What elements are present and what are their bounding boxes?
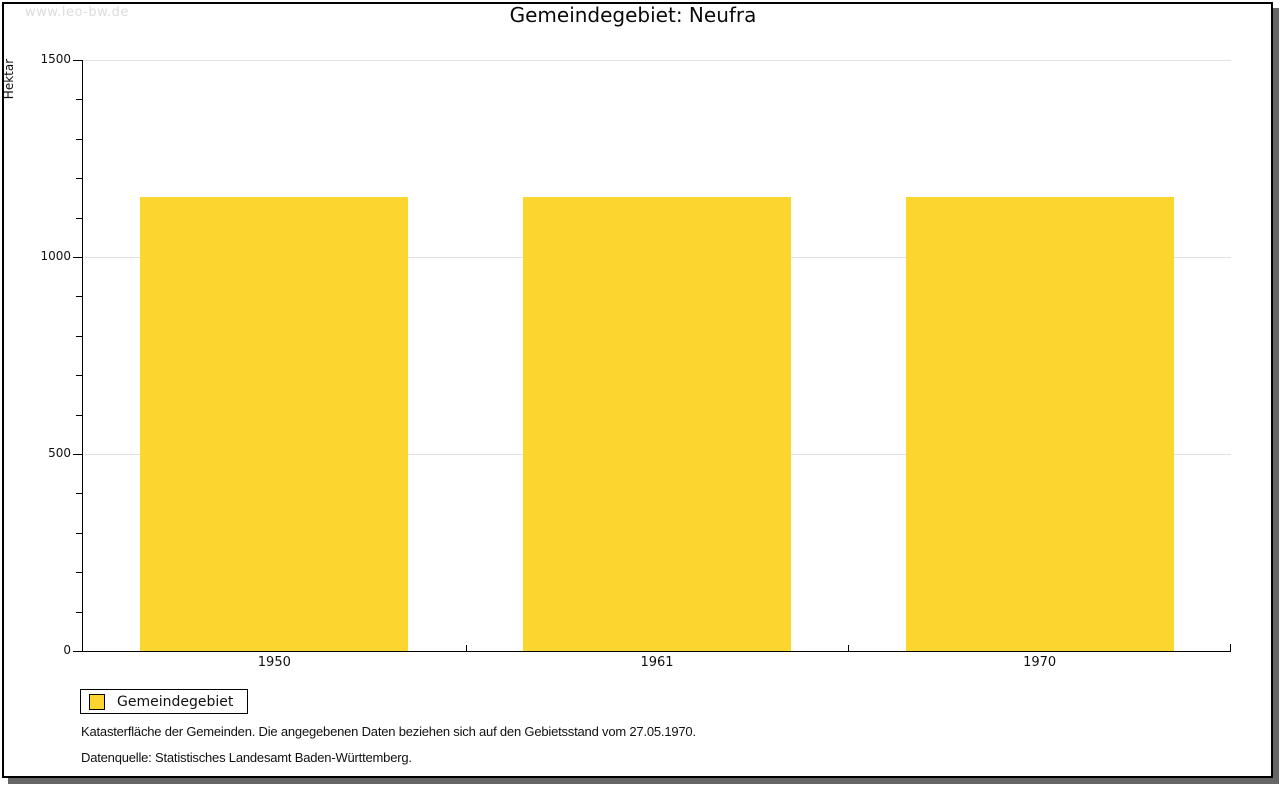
minor-ytick-400 (76, 493, 82, 495)
ytick-label-1500: 1500 (40, 52, 71, 66)
xtick-label-1950: 1950 (257, 655, 291, 670)
minor-ytick-1400 (76, 99, 82, 101)
minor-ytick-300 (76, 532, 82, 534)
chart-title: Gemeindegebiet: Neufra (509, 3, 757, 27)
ytick-label-0: 0 (63, 643, 71, 657)
y-axis-label: Hektar (2, 58, 16, 100)
legend-swatch-icon (89, 693, 105, 710)
major-ytick-0 (73, 651, 82, 652)
minor-ytick-1300 (76, 138, 82, 140)
footnote-description: Katasterfläche der Gemeinden. Die angege… (81, 724, 696, 739)
major-ytick-1500 (73, 60, 82, 61)
major-ytick-500 (73, 454, 82, 455)
xtick-label-1970: 1970 (1023, 655, 1057, 670)
legend: Gemeindegebiet (80, 689, 249, 714)
watermark-leo-bw: www.leo-bw.de (25, 5, 129, 20)
xtick-boundary-2 (848, 645, 850, 651)
minor-ytick-700 (76, 375, 82, 377)
bar-1961 (523, 196, 791, 651)
x-axis-end-cap (1230, 644, 1231, 651)
minor-ytick-800 (76, 335, 82, 337)
minor-ytick-900 (76, 296, 82, 298)
minor-ytick-200 (76, 572, 82, 574)
minor-ytick-1100 (76, 217, 82, 219)
footnote-source: Datenquelle: Statistisches Landesamt Bad… (81, 750, 412, 765)
bar-1950 (140, 196, 409, 651)
minor-ytick-600 (76, 414, 82, 416)
xtick-label-1961: 1961 (640, 655, 674, 670)
major-ytick-1000 (73, 257, 82, 258)
ytick-label-500: 500 (48, 446, 71, 460)
legend-label: Gemeindegebiet (117, 693, 234, 710)
minor-ytick-100 (76, 611, 82, 613)
ytick-label-1000: 1000 (40, 249, 71, 263)
gridline-1500 (83, 59, 1231, 61)
bar-1970 (905, 196, 1174, 651)
plot-area: 1950 1961 1970 (82, 59, 1231, 670)
xtick-boundary-1 (465, 645, 467, 651)
minor-ytick-1200 (76, 178, 82, 180)
